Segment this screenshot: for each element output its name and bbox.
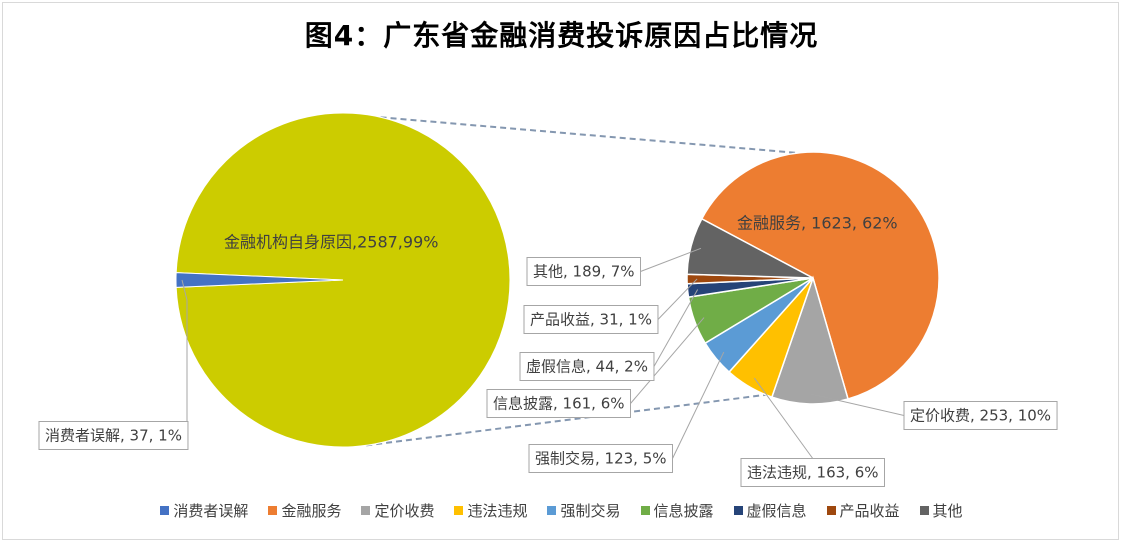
label-secondary-7: 其他, 189, 7% [533, 263, 635, 281]
label-secondary-4: 信息披露, 161, 6% [493, 395, 625, 413]
label-secondary-3-leader [672, 351, 725, 459]
label-primary-main: 金融机构自身原因,2587,99% [224, 233, 438, 252]
pie-slice-primary-main [175, 112, 511, 448]
label-secondary-2-leader [753, 377, 814, 459]
label-secondary-5-leader [653, 289, 699, 367]
legend-swatch [640, 506, 650, 515]
legend: 消费者误解 金融服务 定价收费 违法违规 强制交易 信息披露 虚假信息 产品收益 其他 [0, 500, 1123, 521]
legend-label: 强制交易 [560, 502, 621, 520]
legend-item: 虚假信息 [733, 500, 807, 521]
legend-item: 信息披露 [640, 500, 714, 521]
label-secondary-0: 金融服务, 1623, 62% [737, 214, 898, 233]
chart-title: 图4：广东省金融消费投诉原因占比情况 [304, 19, 819, 52]
label-secondary-3: 强制交易, 123, 5% [535, 450, 667, 468]
legend-swatch [160, 506, 170, 515]
pie-slice-primary-small [175, 272, 344, 288]
pie-slice-secondary-0 [700, 151, 940, 400]
label-primary-small-leader [181, 279, 188, 422]
legend-item: 金融服务 [268, 500, 341, 521]
legend-swatch [733, 506, 743, 515]
label-secondary-7-box [526, 257, 641, 286]
legend-swatch [361, 506, 371, 515]
legend-label: 其他 [932, 502, 963, 520]
label-secondary-6: 产品收益, 31, 1% [530, 311, 652, 329]
legend-label: 虚假信息 [746, 502, 807, 520]
legend-label: 信息披露 [653, 502, 714, 520]
legend-item: 违法违规 [454, 500, 527, 521]
legend-label: 产品收益 [839, 502, 900, 520]
legend-swatch [547, 506, 557, 515]
legend-item: 强制交易 [547, 500, 621, 521]
label-secondary-1: 定价收费, 253, 10% [910, 407, 1051, 425]
legend-item: 定价收费 [361, 500, 434, 521]
label-secondary-2-box [740, 458, 885, 487]
legend-swatch [919, 506, 929, 515]
label-secondary-1-leader [809, 393, 905, 416]
label-secondary-4-box [486, 389, 631, 418]
legend-item: 其他 [919, 500, 963, 521]
legend-item: 消费者误解 [160, 500, 248, 521]
label-secondary-5: 虚假信息, 44, 2% [526, 358, 648, 376]
legend-label: 定价收费 [374, 502, 435, 520]
label-secondary-6-leader [657, 278, 698, 320]
label-secondary-7-leader [640, 247, 702, 272]
legend-swatch [826, 506, 836, 515]
label-secondary-5-box [519, 352, 655, 381]
label-secondary-1-box [903, 401, 1058, 430]
legend-label: 金融服务 [281, 502, 342, 520]
label-primary-small: 消费者误解, 37, 1% [45, 427, 182, 445]
legend-swatch [268, 506, 278, 515]
label-primary-small-box [38, 421, 189, 450]
legend-label: 消费者误解 [173, 502, 249, 520]
label-secondary-3-box [528, 444, 673, 473]
legend-item: 产品收益 [826, 500, 900, 521]
label-secondary-2: 违法违规, 163, 6% [747, 464, 879, 482]
legend-label: 违法违规 [467, 502, 528, 520]
pie-slice-secondary-1 [770, 275, 849, 405]
label-secondary-6-box [523, 305, 659, 334]
pie-slice-secondary-7 [686, 217, 814, 279]
label-secondary-4-leader [630, 317, 705, 404]
legend-swatch [454, 506, 464, 515]
